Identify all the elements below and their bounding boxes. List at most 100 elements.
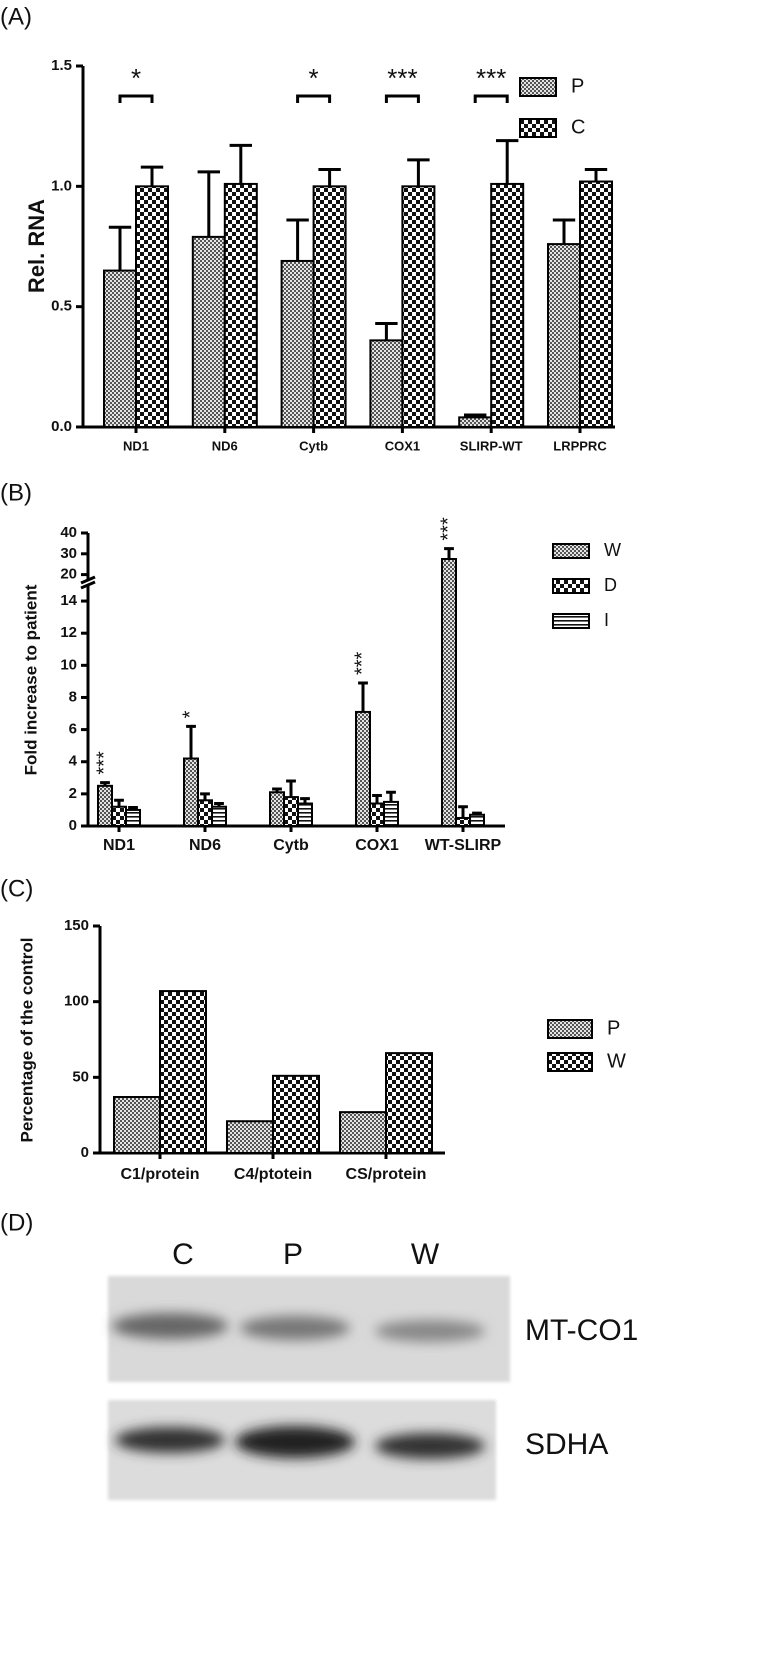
significance-bracket — [118, 94, 154, 103]
x-tick-label: C1/protein — [120, 1166, 199, 1183]
y-axis-label: Rel. RNA — [24, 199, 49, 293]
blot-band — [240, 1316, 350, 1340]
bar — [547, 243, 581, 428]
bar — [97, 784, 113, 827]
y-tick-label: 6 — [69, 721, 77, 738]
legend-label: P — [607, 1017, 620, 1039]
bar — [490, 182, 525, 428]
blot-band — [235, 1426, 355, 1458]
significance-bracket — [296, 94, 332, 103]
blot-band — [115, 1427, 225, 1453]
blot-band — [112, 1313, 228, 1339]
chart-panel: (A) Rel. RNA 0.0 0.5 1.0 1.5 ND1 ND6 Cytb COX1 SLI… — [0, 3, 615, 453]
legend-swatch — [552, 543, 590, 559]
x-tick-label: Cytb — [299, 438, 328, 453]
x-tick-label: LRPPRC — [553, 438, 607, 453]
y-axis-label: Fold increase to patient — [21, 584, 40, 775]
bar — [383, 800, 399, 828]
error-bar — [214, 802, 224, 807]
x-tick-label: Cytb — [273, 837, 309, 854]
bar — [223, 182, 258, 428]
bar — [183, 757, 199, 828]
significance-label: * — [309, 63, 319, 93]
significance-label: *** — [437, 517, 459, 541]
bar — [469, 813, 485, 828]
x-tick-label: SLIRP-WT — [460, 438, 523, 453]
significance-label: *** — [387, 63, 417, 93]
error-bar — [386, 790, 396, 802]
x-tick-label: ND6 — [212, 438, 238, 453]
legend-swatch — [519, 77, 557, 97]
bar — [441, 558, 457, 827]
error-bar — [286, 779, 296, 798]
legend-swatch — [552, 613, 590, 629]
chart-panel: (C) Percentage of the control 0 50 100 150 C1/… — [0, 875, 626, 1183]
y-tick-label: 0 — [69, 817, 77, 834]
bar — [272, 1074, 320, 1154]
bar — [191, 235, 226, 428]
y-tick-label: 20 — [60, 566, 77, 583]
y-tick-label: 30 — [60, 545, 77, 562]
axis-break — [80, 580, 96, 590]
error-bar — [108, 225, 132, 271]
bar — [226, 1120, 274, 1154]
error-bar — [496, 139, 519, 184]
lane-label: C — [172, 1238, 194, 1271]
bar — [579, 180, 613, 428]
legend-swatch — [552, 578, 590, 594]
bar — [197, 799, 213, 828]
blot-panel: (D) C P W MT-CO1 SDHA — [0, 1209, 638, 1500]
x-tick-label: ND1 — [103, 837, 135, 854]
bar — [125, 808, 141, 828]
bar — [283, 796, 299, 828]
bar — [369, 339, 404, 428]
error-bar — [272, 787, 282, 793]
y-tick-label: 1.5 — [51, 57, 72, 74]
y-tick-label: 0 — [81, 1144, 89, 1161]
panel-label: (A) — [0, 3, 32, 30]
error-bar — [407, 158, 430, 187]
x-tick-label: ND1 — [123, 438, 149, 453]
panel-label: (C) — [0, 875, 33, 902]
lane-label: P — [283, 1238, 303, 1271]
x-tick-label: COX1 — [385, 438, 420, 453]
error-bar — [300, 797, 310, 804]
bar — [297, 802, 313, 827]
bar — [211, 805, 227, 827]
bar — [355, 710, 371, 828]
lane-label: W — [411, 1238, 440, 1271]
chart-panel: (B) Fold increase to patient 0 2 4 6 8 10 12 14 20… — [0, 479, 621, 854]
bar — [103, 269, 137, 429]
row-label: SDHA — [525, 1428, 608, 1461]
error-bar — [444, 547, 454, 559]
legend-label: D — [604, 575, 617, 595]
bar — [312, 185, 347, 428]
y-tick-label: 150 — [64, 917, 89, 934]
y-tick-label: 50 — [72, 1068, 89, 1085]
bar — [159, 990, 207, 1154]
x-tick-label: COX1 — [355, 837, 399, 854]
bar — [455, 816, 471, 828]
x-tick-label: WT-SLIRP — [425, 837, 502, 854]
bar — [113, 1096, 161, 1155]
error-bar — [358, 681, 368, 712]
error-bar — [584, 167, 608, 182]
legend-label: W — [604, 540, 621, 560]
panel-label: (B) — [0, 479, 32, 506]
y-tick-label: 0.0 — [51, 418, 72, 435]
legend-swatch — [547, 1052, 593, 1072]
bar — [269, 791, 285, 828]
error-bar — [286, 218, 309, 261]
y-axis-label: Percentage of the control — [17, 938, 36, 1143]
bar — [369, 802, 385, 827]
error-bar — [229, 143, 252, 184]
bar — [111, 805, 127, 827]
legend-swatch — [547, 1019, 593, 1039]
row-label: MT-CO1 — [525, 1314, 638, 1347]
blot-band — [375, 1320, 485, 1342]
panel-label: (D) — [0, 1209, 33, 1236]
error-bar — [100, 781, 110, 786]
legend-swatch — [519, 118, 557, 138]
x-tick-label: C4/ptotein — [234, 1166, 312, 1183]
